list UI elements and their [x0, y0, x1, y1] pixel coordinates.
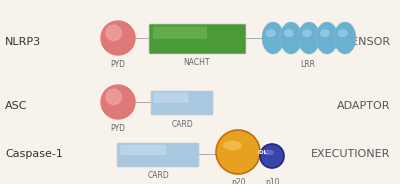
- FancyBboxPatch shape: [154, 93, 188, 103]
- FancyBboxPatch shape: [120, 145, 166, 155]
- Text: Caspase-1: Caspase-1: [5, 149, 63, 159]
- Ellipse shape: [284, 29, 294, 37]
- Ellipse shape: [320, 29, 330, 37]
- Text: PYD: PYD: [110, 124, 126, 133]
- Text: CARD: CARD: [171, 120, 193, 129]
- Ellipse shape: [264, 150, 274, 155]
- FancyBboxPatch shape: [149, 24, 246, 54]
- Ellipse shape: [223, 140, 242, 150]
- FancyBboxPatch shape: [117, 143, 199, 167]
- Text: LRR: LRR: [300, 60, 316, 69]
- Ellipse shape: [260, 144, 284, 168]
- Ellipse shape: [266, 29, 276, 37]
- FancyBboxPatch shape: [151, 91, 213, 115]
- Circle shape: [101, 85, 135, 119]
- Text: SENSOR: SENSOR: [344, 37, 390, 47]
- FancyBboxPatch shape: [153, 26, 207, 39]
- Text: NLRP3: NLRP3: [5, 37, 41, 47]
- Circle shape: [106, 25, 122, 40]
- Text: p10: p10: [265, 178, 279, 184]
- Ellipse shape: [298, 22, 320, 54]
- Text: NACHT: NACHT: [184, 58, 210, 67]
- Ellipse shape: [334, 22, 356, 54]
- Text: EXECUTIONER: EXECUTIONER: [311, 149, 390, 159]
- Circle shape: [106, 89, 122, 105]
- Ellipse shape: [316, 22, 338, 54]
- Text: ASC: ASC: [5, 101, 28, 111]
- Ellipse shape: [262, 22, 284, 54]
- Text: p20: p20: [231, 178, 245, 184]
- Text: IDL: IDL: [257, 149, 267, 155]
- Text: CARD: CARD: [147, 171, 169, 180]
- Text: PYD: PYD: [110, 60, 126, 69]
- Ellipse shape: [280, 22, 302, 54]
- Ellipse shape: [338, 29, 348, 37]
- Circle shape: [101, 21, 135, 55]
- Text: ADAPTOR: ADAPTOR: [336, 101, 390, 111]
- Ellipse shape: [302, 29, 312, 37]
- Ellipse shape: [216, 130, 260, 174]
